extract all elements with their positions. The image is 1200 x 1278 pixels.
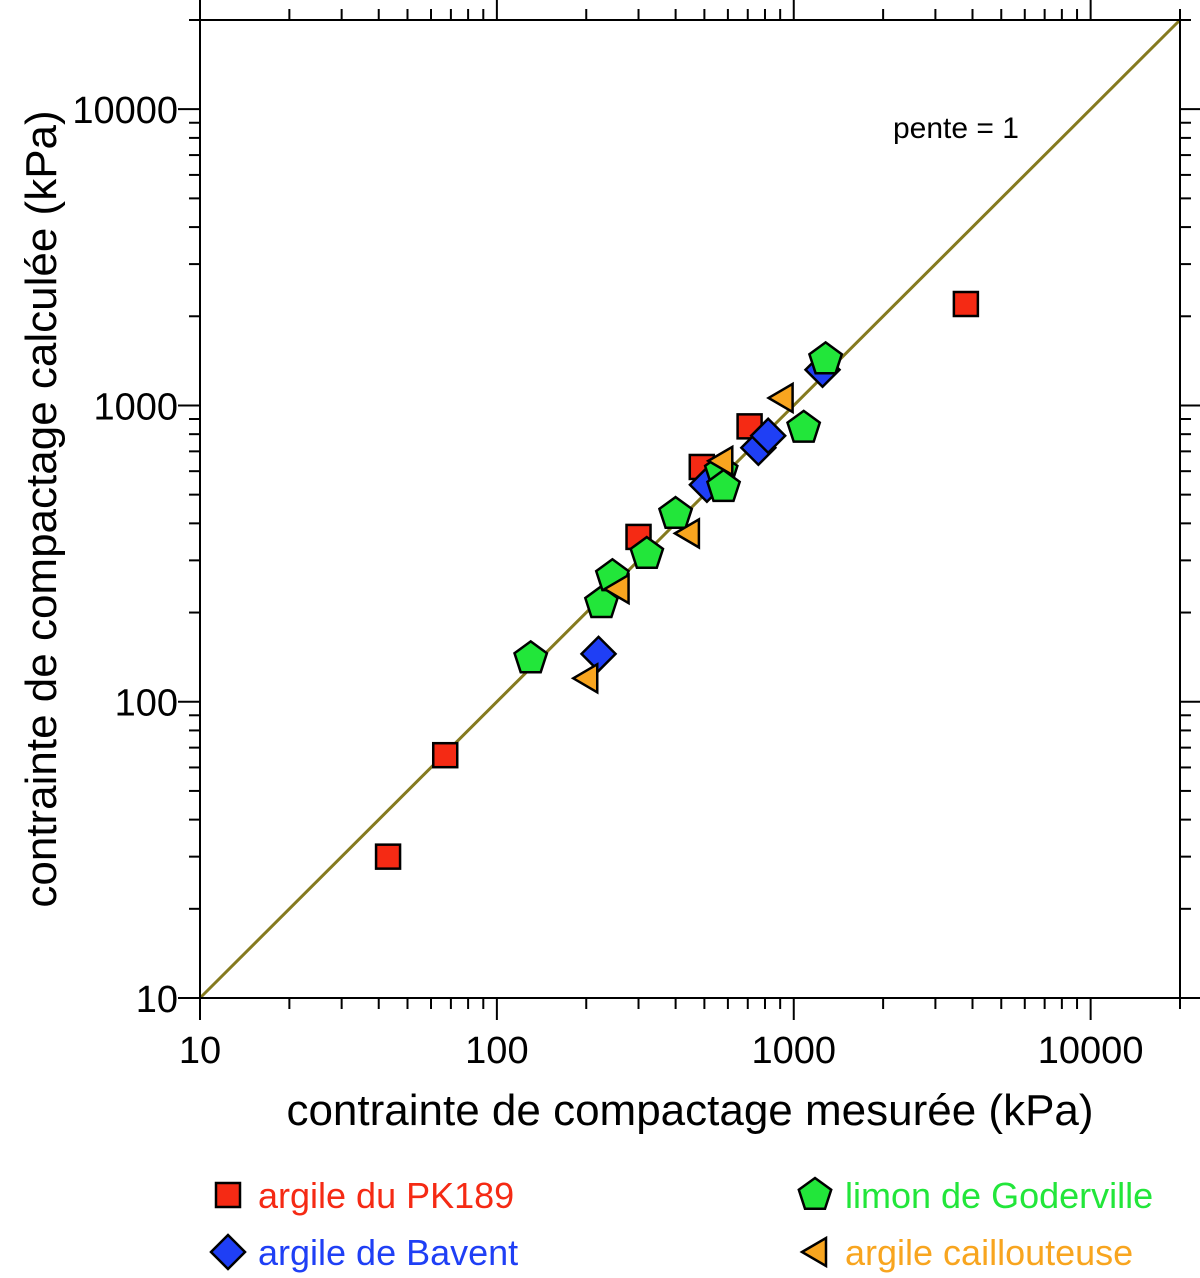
data-point-pentagon xyxy=(513,639,549,674)
legend: argile du PK189 argile de Bavent limon d… xyxy=(209,1175,1153,1273)
data-point-pentagon xyxy=(629,535,665,570)
legend-marker-square xyxy=(214,1181,242,1209)
legend-item-argile-caillouteuse: argile caillouteuse xyxy=(799,1232,1133,1273)
data-point-triangle-left xyxy=(766,381,794,415)
data-point-pentagon xyxy=(786,409,822,443)
legend-label: argile du PK189 xyxy=(258,1175,514,1216)
legend-marker-pentagon xyxy=(797,1176,833,1211)
y-tick-label: 100 xyxy=(115,683,178,725)
data-point-pentagon xyxy=(807,340,844,375)
x-tick-label: 10 xyxy=(179,1030,221,1072)
data-point-triangle-left xyxy=(570,662,599,695)
data-point-triangle-left xyxy=(602,572,630,606)
plot-frame xyxy=(199,19,1181,999)
legend-marker-square xyxy=(214,1181,242,1209)
legend-label: argile caillouteuse xyxy=(845,1232,1133,1273)
data-point-pentagon xyxy=(657,495,694,530)
axis-ticks xyxy=(178,0,1200,1020)
data-points xyxy=(374,290,980,870)
x-axis-label: contrainte de compactage mesurée (kPa) xyxy=(286,1086,1093,1135)
y-axis-label: contrainte de compactage calculée (kPa) xyxy=(17,110,66,907)
x-tick-label: 100 xyxy=(465,1030,528,1072)
data-point-diamond xyxy=(749,417,787,455)
legend-marker-diamond xyxy=(209,1233,247,1271)
data-point-square xyxy=(952,290,980,318)
legend-item-limon-de-goderville: limon de Goderville xyxy=(797,1175,1153,1216)
data-point-square xyxy=(374,843,402,870)
legend-marker-pentagon xyxy=(797,1176,833,1211)
data-point-square xyxy=(431,741,459,769)
y-tick-label: 1000 xyxy=(93,386,178,428)
data-point-triangle-left xyxy=(705,444,734,478)
y-tick-label: 10 xyxy=(136,979,178,1021)
legend-marker-triangle-left xyxy=(799,1235,828,1269)
x-tick-label: 1000 xyxy=(751,1030,836,1072)
legend-label: limon de Goderville xyxy=(845,1175,1153,1216)
data-point-triangle-left xyxy=(672,517,701,550)
x-tick-label: 10000 xyxy=(1038,1030,1144,1072)
data-point-pentagon xyxy=(705,468,742,503)
y-tick-labels: 10 100 1000 10000 xyxy=(72,90,178,1021)
legend-marker-diamond xyxy=(209,1233,247,1271)
legend-item-argile-du-pk189: argile du PK189 xyxy=(214,1175,514,1216)
data-point-diamond xyxy=(579,635,618,673)
reference-line-label: pente = 1 xyxy=(893,112,1019,145)
legend-marker-triangle-left xyxy=(799,1235,828,1269)
legend-item-argile-de-bavent: argile de Bavent xyxy=(209,1232,518,1273)
legend-label: argile de Bavent xyxy=(258,1232,518,1273)
y-tick-label: 10000 xyxy=(72,90,178,132)
x-tick-labels: 10 100 1000 10000 xyxy=(179,1030,1144,1072)
